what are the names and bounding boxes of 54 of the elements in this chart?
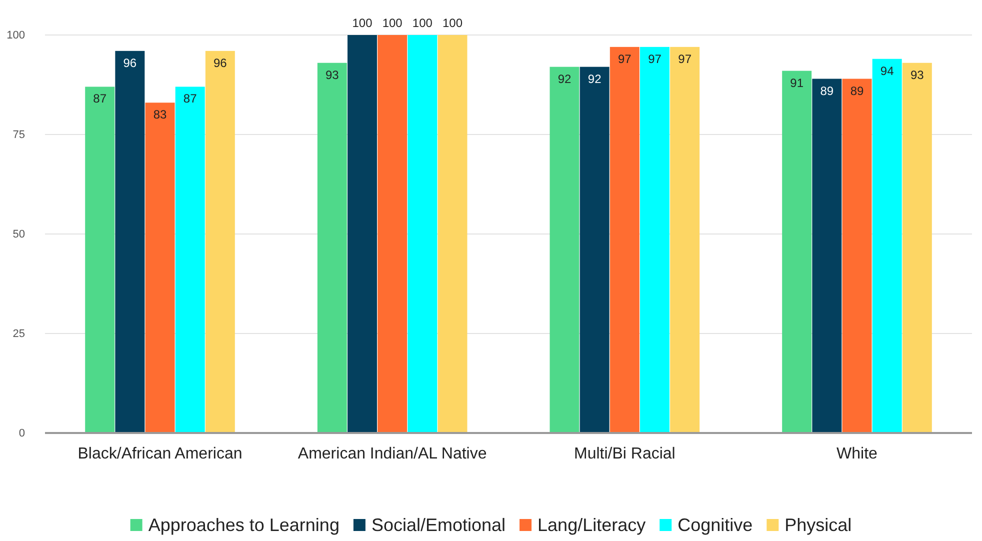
data-label: 100 xyxy=(442,16,463,30)
legend-label: Cognitive xyxy=(678,515,753,535)
bar xyxy=(640,46,670,433)
bar xyxy=(580,66,610,433)
data-label: 96 xyxy=(213,56,228,70)
data-label: 89 xyxy=(850,84,864,98)
data-label: 91 xyxy=(790,76,804,90)
data-label: 97 xyxy=(678,52,692,66)
x-tick-label: White xyxy=(836,445,878,462)
data-label: 93 xyxy=(325,68,340,82)
bar xyxy=(670,46,700,433)
data-label: 100 xyxy=(352,16,373,30)
bar xyxy=(872,58,902,433)
data-label: 93 xyxy=(910,68,924,82)
x-tick-label: American Indian/AL Native xyxy=(298,445,487,462)
x-tick-label: Black/African American xyxy=(78,445,242,462)
y-tick-label: 25 xyxy=(12,328,25,340)
data-label: 100 xyxy=(382,16,403,30)
bar xyxy=(408,35,438,433)
data-label: 94 xyxy=(880,64,894,78)
legend-label: Lang/Literacy xyxy=(538,515,646,535)
bar xyxy=(902,62,932,433)
bar xyxy=(175,86,205,433)
bar xyxy=(842,78,872,433)
bar xyxy=(610,46,640,433)
bar xyxy=(438,35,468,433)
bar xyxy=(348,35,377,433)
y-tick-label: 100 xyxy=(6,30,25,42)
data-label: 87 xyxy=(93,92,107,106)
bar xyxy=(378,35,408,433)
bar xyxy=(145,102,175,433)
data-label: 97 xyxy=(618,52,632,66)
bar xyxy=(317,62,347,433)
bar xyxy=(205,50,235,433)
y-tick-label: 75 xyxy=(12,129,25,142)
data-label: 83 xyxy=(153,108,167,122)
x-tick-label: Multi/Bi Racial xyxy=(574,445,676,462)
legend-label: Approaches to Learning xyxy=(148,515,340,535)
y-tick-label: 50 xyxy=(12,228,25,241)
y-tick-label: 0 xyxy=(18,428,25,440)
bar xyxy=(85,86,115,433)
data-label: 92 xyxy=(588,72,602,86)
bar xyxy=(550,66,580,433)
data-label: 87 xyxy=(183,92,198,106)
bar xyxy=(812,78,842,433)
data-label: 96 xyxy=(123,56,137,70)
data-label: 100 xyxy=(412,16,433,30)
legend-label: Physical xyxy=(784,515,852,535)
bar xyxy=(115,50,145,433)
data-label: 97 xyxy=(648,52,662,66)
data-label: 89 xyxy=(820,84,834,98)
legend-label: Social/Emotional xyxy=(371,515,506,535)
bar xyxy=(782,70,812,433)
data-label: 92 xyxy=(558,72,572,86)
